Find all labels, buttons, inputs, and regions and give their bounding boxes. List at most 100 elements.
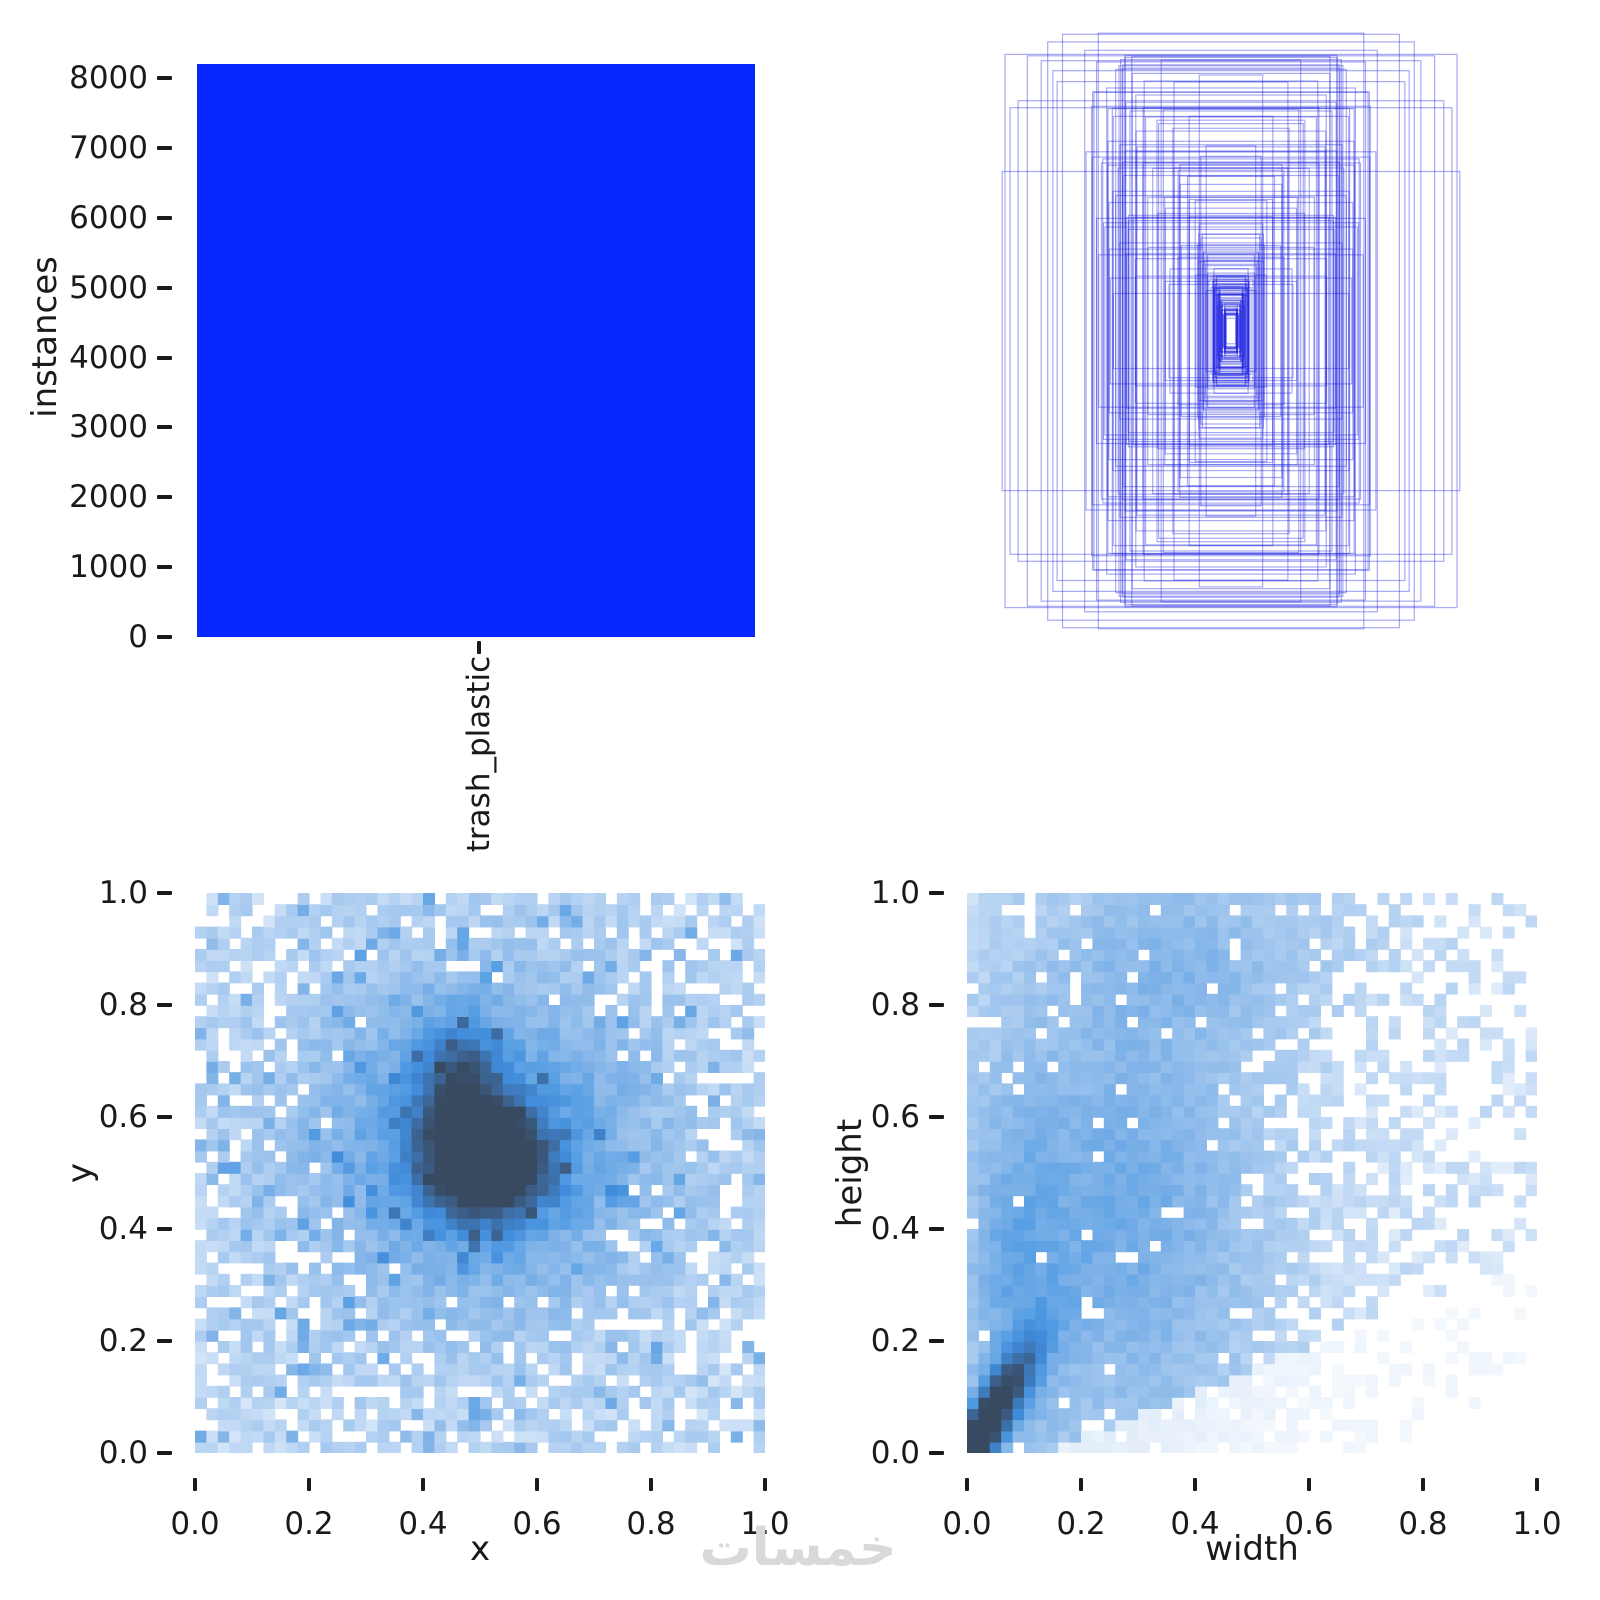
heatmap-cell	[343, 1206, 356, 1219]
heatmap-cell	[548, 1139, 561, 1152]
heatmap-cell	[1320, 1217, 1333, 1230]
heatmap-cell	[263, 1027, 276, 1040]
heatmap-cell	[1035, 1217, 1048, 1230]
heatmap-cell	[445, 1217, 458, 1230]
heatmap-cell	[1195, 1430, 1207, 1443]
heatmap-cell	[537, 1273, 549, 1286]
heatmap-cell	[537, 1094, 549, 1107]
heatmap-cell	[1183, 1430, 1196, 1443]
heatmap-cell	[434, 1005, 447, 1017]
heatmap-cell	[967, 1341, 979, 1353]
heatmap-cell	[1069, 1352, 1082, 1365]
heatmap-cell	[1366, 1105, 1378, 1118]
heatmap-cell	[525, 1105, 538, 1118]
heatmap-cell	[1001, 971, 1014, 984]
heatmap-cell	[1160, 982, 1173, 995]
heatmap-cell	[1092, 1285, 1105, 1297]
heatmap-cell	[1206, 1285, 1219, 1297]
heatmap-cell	[571, 993, 584, 1006]
heatmap-cell	[1343, 904, 1356, 917]
heatmap-cell	[662, 937, 675, 950]
heatmap-cell	[1229, 1072, 1242, 1085]
heatmap-cell	[1069, 1363, 1082, 1376]
heatmap-cell	[628, 1262, 641, 1275]
heatmap-cell	[1160, 1061, 1173, 1073]
heatmap-cell	[967, 1229, 979, 1241]
heatmap-cell	[1354, 1341, 1367, 1353]
heatmap-cell	[1035, 1363, 1048, 1376]
heatmap-cell	[1468, 1251, 1481, 1264]
heatmap-cell	[468, 1229, 481, 1241]
heatmap-cell	[673, 1385, 686, 1398]
heatmap-cell	[1354, 1083, 1367, 1096]
heatmap-y-tick-label: 0.8	[98, 987, 148, 1023]
heatmap-cell	[480, 1117, 492, 1129]
heatmap-cell	[696, 1195, 709, 1208]
heatmap-cell	[1069, 1341, 1082, 1353]
heatmap-cell	[502, 1072, 515, 1085]
heatmap-cell	[1252, 893, 1264, 905]
heatmap-cell	[434, 1430, 447, 1443]
heatmap-cell	[229, 1195, 242, 1208]
heatmap-cell	[1423, 1206, 1435, 1219]
heatmap-cell	[548, 1262, 561, 1275]
heatmap-cell	[685, 971, 698, 984]
heatmap-cell	[343, 1195, 356, 1208]
heatmap-cell	[537, 1397, 549, 1409]
heatmap-cell	[1366, 1049, 1378, 1062]
heatmap-cell	[1103, 1173, 1116, 1185]
xy-heatmap-svg	[195, 893, 765, 1453]
heatmap-cell	[1126, 1352, 1139, 1365]
heatmap-cell	[1491, 1094, 1504, 1107]
heatmap-cell	[206, 1430, 219, 1443]
heatmap-cell	[605, 1016, 618, 1029]
heatmap-cell	[377, 1206, 390, 1219]
heatmap-cell	[1206, 1206, 1219, 1219]
heatmap-cell	[366, 982, 378, 995]
heatmap-cell	[252, 1374, 264, 1387]
heatmap-cell	[548, 1285, 561, 1297]
heatmap-cell	[1183, 1341, 1196, 1353]
heatmap-cell	[468, 1363, 481, 1376]
heatmap-cell	[605, 1341, 618, 1353]
heatmap-cell	[967, 1206, 979, 1219]
heatmap-cell	[594, 1408, 606, 1421]
heatmap-cell	[662, 1240, 675, 1253]
heatmap-cell	[1126, 1296, 1139, 1309]
heatmap-cell	[1206, 1061, 1219, 1073]
heatmap-cell	[331, 1128, 344, 1141]
heatmap-cell	[1001, 1374, 1014, 1387]
heatmap-cell	[548, 1105, 561, 1118]
heatmap-cell	[240, 1318, 253, 1331]
heatmap-cell	[400, 937, 413, 950]
heatmap-cell	[1343, 1184, 1356, 1197]
heatmap-cell	[1320, 1397, 1333, 1409]
heatmap-cell	[1001, 1128, 1014, 1141]
heatmap-cell	[1354, 1419, 1367, 1432]
heatmap-cell	[1046, 1262, 1059, 1275]
heatmap-cell	[525, 1038, 538, 1051]
heatmap-cell	[309, 1195, 321, 1208]
heatmap-cell	[719, 1061, 732, 1073]
heatmap-cell	[639, 1072, 652, 1085]
heatmap-cell	[297, 1072, 310, 1085]
heatmap-cell	[331, 1229, 344, 1241]
bounding-box-outline	[1097, 32, 1365, 630]
heatmap-cell	[411, 1173, 424, 1185]
heatmap-cell	[1525, 915, 1537, 928]
heatmap-cell	[1354, 1262, 1367, 1275]
heatmap-cell	[1195, 1217, 1207, 1230]
heatmap-cell	[1058, 1262, 1071, 1275]
heatmap-cell	[1160, 1363, 1173, 1376]
heatmap-cell	[377, 937, 390, 950]
heatmap-cell	[195, 926, 207, 939]
heatmap-cell	[1069, 1128, 1082, 1141]
heatmap-cell	[1263, 1027, 1276, 1040]
heatmap-cell	[1092, 1005, 1105, 1017]
heatmap-cell	[206, 1005, 219, 1017]
heatmap-cell	[967, 1061, 979, 1073]
heatmap-cell	[1331, 1094, 1344, 1107]
heatmap-cell	[616, 1273, 629, 1286]
heatmap-cell	[1423, 960, 1435, 973]
